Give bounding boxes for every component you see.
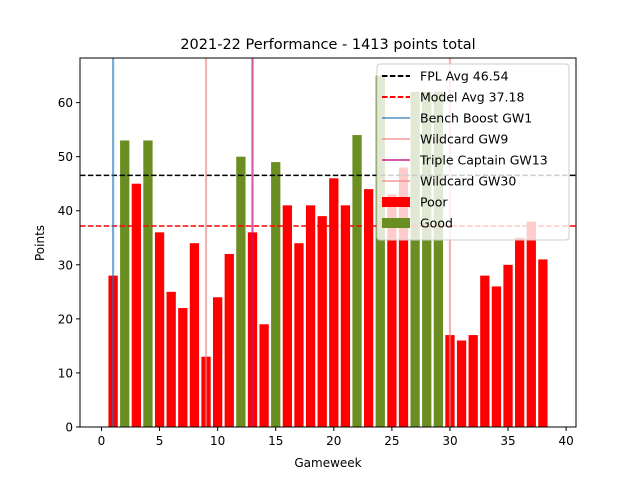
x-tick-label-30: 30 <box>442 434 457 448</box>
bar-poor-gw37 <box>526 221 536 427</box>
bar-poor-gw7 <box>178 308 188 427</box>
x-tick-label-10: 10 <box>210 434 225 448</box>
bar-poor-gw26 <box>398 167 409 427</box>
legend-label-bench-boost-gw1: Bench Boost GW1 <box>420 111 532 126</box>
x-tick-label-35: 35 <box>500 434 515 448</box>
bar-poor-gw5 <box>154 232 165 427</box>
legend-label-model-avg-37-18: Model Avg 37.18 <box>420 90 524 105</box>
bar-good-gw28 <box>422 91 432 428</box>
bar-poor-gw11 <box>224 253 234 427</box>
x-tick-label-20: 20 <box>326 434 341 448</box>
legend-label-triple-captain-gw13: Triple Captain GW13 <box>419 153 548 168</box>
bar-poor-gw35 <box>503 264 513 427</box>
y-tick-label-60: 60 <box>58 96 73 110</box>
bar-poor-gw17 <box>294 243 304 427</box>
bar-good-gw29 <box>433 91 443 428</box>
legend-label-good: Good <box>420 216 453 231</box>
bar-poor-gw18 <box>305 205 316 427</box>
bar-poor-gw23 <box>364 189 374 427</box>
legend-label-poor: Poor <box>420 195 448 210</box>
y-tick-label-10: 10 <box>58 366 73 380</box>
x-tick-label-5: 5 <box>156 434 164 448</box>
bar-poor-gw3 <box>131 183 141 427</box>
bar-poor-gw19 <box>317 216 327 427</box>
x-tick-label-40: 40 <box>558 434 573 448</box>
legend-box <box>376 63 570 241</box>
bar-good-gw15 <box>271 162 281 428</box>
bar-poor-gw14 <box>259 324 269 427</box>
y-tick-label-40: 40 <box>58 204 73 218</box>
legend-swatch-good <box>382 218 410 228</box>
plot-area: 0 5 10 15 20 25 30 35 40 0 10 20 30 40 50 60 FPL Avg 46.… <box>58 57 577 448</box>
y-axis-title: Points <box>33 225 47 261</box>
bar-poor-gw16 <box>282 205 292 427</box>
bar-poor-gw36 <box>515 237 525 427</box>
bar-poor-gw21 <box>340 205 351 427</box>
bar-poor-gw8 <box>189 243 200 427</box>
x-tick-label-0: 0 <box>98 434 106 448</box>
chart-title: 2021-22 Performance - 1413 points total <box>180 37 475 53</box>
bar-poor-gw32 <box>468 335 478 427</box>
bar-poor-gw34 <box>491 286 502 427</box>
bar-good-gw22 <box>352 135 362 428</box>
bar-poor-gw10 <box>213 297 223 427</box>
legend-swatch-poor <box>382 197 410 207</box>
bar-poor-gw38 <box>538 259 548 427</box>
y-tick-label-0: 0 <box>65 421 73 435</box>
bar-poor-gw31 <box>456 340 467 427</box>
bar-poor-gw25 <box>387 194 397 427</box>
bar-poor-gw20 <box>329 178 339 427</box>
legend-label-fpl-avg-46-54: FPL Avg 46.54 <box>420 69 509 84</box>
axes-frame <box>79 57 577 428</box>
y-tick-label-30: 30 <box>58 258 73 272</box>
y-tick-label-50: 50 <box>58 150 73 164</box>
legend: FPL Avg 46.54 Model Avg 37.18 Bench Boost … <box>376 63 570 241</box>
bar-poor-gw6 <box>166 291 176 427</box>
x-tick-label-15: 15 <box>268 434 283 448</box>
bar-good-gw2 <box>120 140 130 427</box>
bar-good-gw24 <box>375 75 385 428</box>
x-axis-title: Gameweek <box>294 456 361 470</box>
legend-label-wildcard-gw9: Wildcard GW9 <box>420 132 508 147</box>
bar-good-gw27 <box>410 91 420 428</box>
legend-label-wildcard-gw30: Wildcard GW30 <box>420 174 516 189</box>
bar-good-gw12 <box>236 156 246 427</box>
bar-good-gw4 <box>143 140 153 427</box>
bar-poor-gw33 <box>480 275 490 427</box>
x-tick-label-25: 25 <box>384 434 399 448</box>
y-tick-label-20: 20 <box>58 312 73 326</box>
